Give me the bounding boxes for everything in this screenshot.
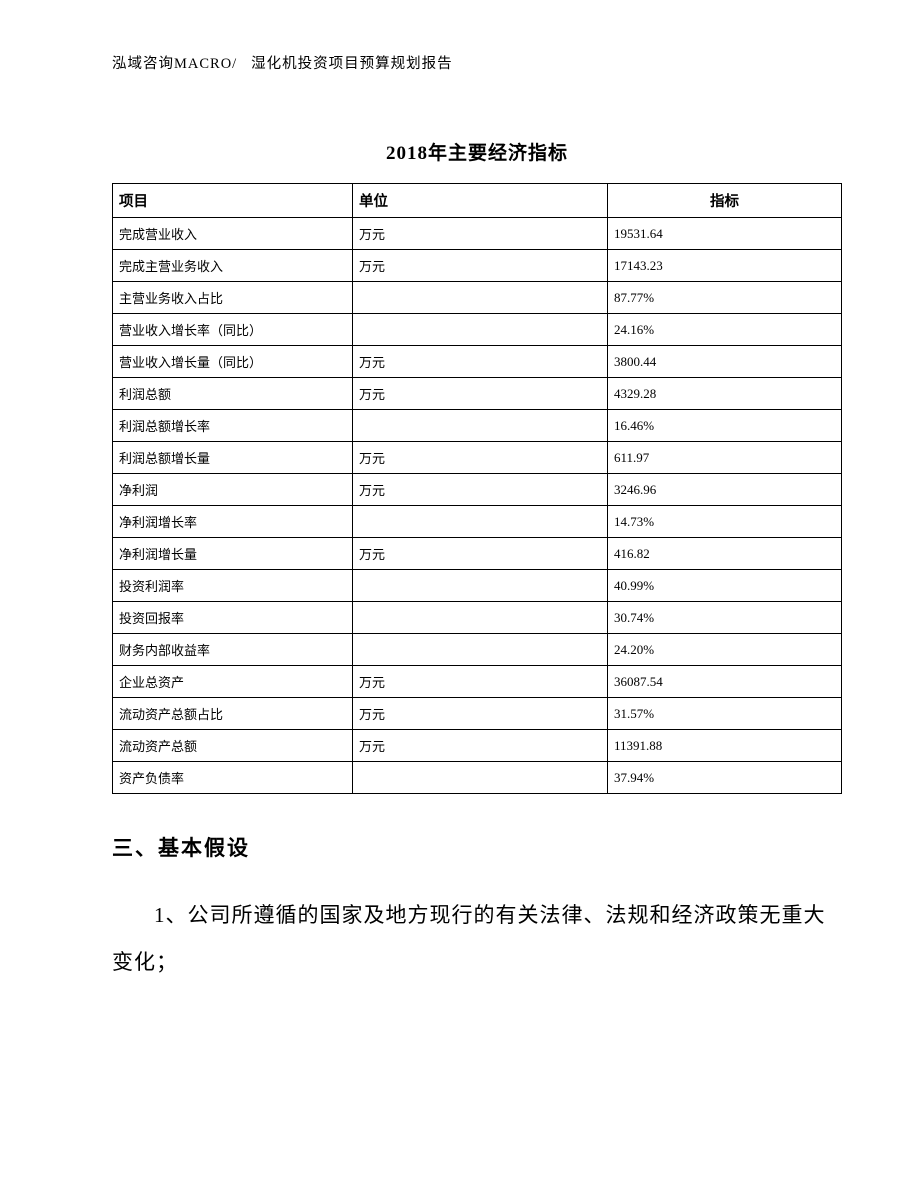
- cell-item: 利润总额增长量: [113, 442, 353, 474]
- cell-item: 财务内部收益率: [113, 634, 353, 666]
- cell-value: 36087.54: [608, 666, 842, 698]
- cell-unit: [353, 570, 608, 602]
- cell-value: 19531.64: [608, 218, 842, 250]
- table-row: 资产负债率 37.94%: [113, 762, 842, 794]
- cell-item: 净利润增长率: [113, 506, 353, 538]
- cell-unit: 万元: [353, 666, 608, 698]
- cell-item: 投资回报率: [113, 602, 353, 634]
- cell-item: 企业总资产: [113, 666, 353, 698]
- cell-value: 24.20%: [608, 634, 842, 666]
- cell-unit: [353, 314, 608, 346]
- cell-unit: [353, 602, 608, 634]
- section-heading: 三、基本假设: [112, 832, 842, 862]
- table-row: 利润总额增长率 16.46%: [113, 410, 842, 442]
- cell-value: 416.82: [608, 538, 842, 570]
- table-row: 净利润增长率 14.73%: [113, 506, 842, 538]
- cell-unit: [353, 410, 608, 442]
- cell-value: 40.99%: [608, 570, 842, 602]
- cell-value: 3246.96: [608, 474, 842, 506]
- cell-item: 净利润: [113, 474, 353, 506]
- cell-item: 主营业务收入占比: [113, 282, 353, 314]
- col-header-value: 指标: [608, 184, 842, 218]
- table-row: 投资利润率 40.99%: [113, 570, 842, 602]
- cell-value: 611.97: [608, 442, 842, 474]
- table-row: 完成营业收入万元19531.64: [113, 218, 842, 250]
- table-body: 完成营业收入万元19531.64 完成主营业务收入万元17143.23 主营业务…: [113, 218, 842, 794]
- cell-item: 利润总额: [113, 378, 353, 410]
- body-paragraph: 1、公司所遵循的国家及地方现行的有关法律、法规和经济政策无重大变化；: [112, 892, 842, 987]
- cell-value: 37.94%: [608, 762, 842, 794]
- col-header-unit: 单位: [353, 184, 608, 218]
- table-row: 利润总额万元4329.28: [113, 378, 842, 410]
- cell-value: 17143.23: [608, 250, 842, 282]
- cell-value: 3800.44: [608, 346, 842, 378]
- cell-unit: 万元: [353, 218, 608, 250]
- col-header-item: 项目: [113, 184, 353, 218]
- cell-item: 营业收入增长量（同比）: [113, 346, 353, 378]
- table-row: 利润总额增长量万元611.97: [113, 442, 842, 474]
- cell-unit: [353, 506, 608, 538]
- table-row: 营业收入增长率（同比） 24.16%: [113, 314, 842, 346]
- table-row: 财务内部收益率 24.20%: [113, 634, 842, 666]
- table-row: 完成主营业务收入万元17143.23: [113, 250, 842, 282]
- cell-unit: 万元: [353, 474, 608, 506]
- table-row: 流动资产总额占比万元31.57%: [113, 698, 842, 730]
- cell-value: 24.16%: [608, 314, 842, 346]
- cell-item: 完成主营业务收入: [113, 250, 353, 282]
- cell-item: 营业收入增长率（同比）: [113, 314, 353, 346]
- cell-item: 投资利润率: [113, 570, 353, 602]
- table-row: 净利润万元3246.96: [113, 474, 842, 506]
- cell-unit: 万元: [353, 250, 608, 282]
- cell-value: 4329.28: [608, 378, 842, 410]
- cell-unit: 万元: [353, 538, 608, 570]
- table-row: 净利润增长量万元416.82: [113, 538, 842, 570]
- cell-item: 资产负债率: [113, 762, 353, 794]
- cell-value: 14.73%: [608, 506, 842, 538]
- table-row: 投资回报率 30.74%: [113, 602, 842, 634]
- cell-item: 流动资产总额占比: [113, 698, 353, 730]
- table-header-row: 项目 单位 指标: [113, 184, 842, 218]
- cell-value: 30.74%: [608, 602, 842, 634]
- cell-value: 87.77%: [608, 282, 842, 314]
- table-row: 主营业务收入占比 87.77%: [113, 282, 842, 314]
- cell-item: 净利润增长量: [113, 538, 353, 570]
- economic-indicators-table: 项目 单位 指标 完成营业收入万元19531.64 完成主营业务收入万元1714…: [112, 183, 842, 794]
- document-header: 泓域咨询MACRO/ 湿化机投资项目预算规划报告: [112, 52, 842, 73]
- table-title: 2018年主要经济指标: [112, 138, 842, 165]
- cell-item: 完成营业收入: [113, 218, 353, 250]
- company-name: 泓域咨询MACRO/: [112, 56, 237, 72]
- cell-unit: [353, 282, 608, 314]
- cell-value: 31.57%: [608, 698, 842, 730]
- cell-unit: 万元: [353, 346, 608, 378]
- cell-value: 11391.88: [608, 730, 842, 762]
- cell-value: 16.46%: [608, 410, 842, 442]
- table-row: 流动资产总额万元11391.88: [113, 730, 842, 762]
- table-row: 营业收入增长量（同比）万元3800.44: [113, 346, 842, 378]
- cell-item: 流动资产总额: [113, 730, 353, 762]
- cell-unit: 万元: [353, 442, 608, 474]
- report-name: 湿化机投资项目预算规划报告: [251, 56, 453, 72]
- cell-unit: [353, 762, 608, 794]
- cell-unit: 万元: [353, 378, 608, 410]
- cell-unit: 万元: [353, 730, 608, 762]
- table-row: 企业总资产万元36087.54: [113, 666, 842, 698]
- cell-unit: 万元: [353, 698, 608, 730]
- cell-unit: [353, 634, 608, 666]
- cell-item: 利润总额增长率: [113, 410, 353, 442]
